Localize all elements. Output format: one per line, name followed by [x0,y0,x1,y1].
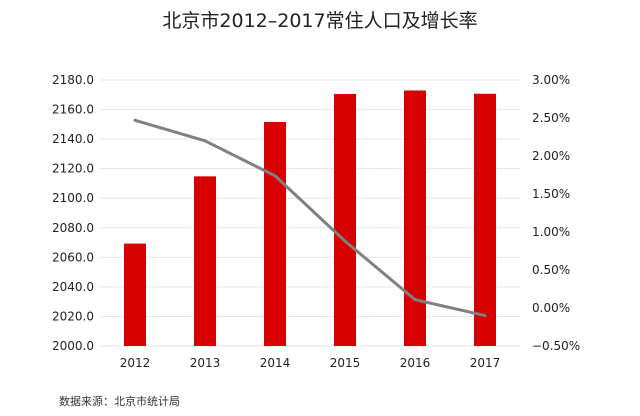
bar-series [124,90,496,347]
x-axis-tick-label: 2015 [330,356,361,370]
bar [264,121,286,346]
left-axis-tick-label: 2040.0 [52,280,94,294]
left-axis-tick-label: 2180.0 [52,73,94,87]
gridlines [100,79,520,347]
x-axis-tick-label: 2014 [260,356,291,370]
left-axis-tick-label: 2080.0 [52,221,94,235]
growth-rate-point [413,298,417,302]
bar [194,176,216,346]
left-axis-tick-label: 2000.0 [52,339,94,353]
growth-rate-point [203,139,207,143]
right-axis-tick-label: 2.50% [532,111,570,125]
left-axis-tick-labels: 2000.0 2020.0 2040.0 2060.0 2080.0 2100.0 2120… [52,73,94,353]
growth-rate-point [133,118,137,122]
right-axis-tick-label: 0.00% [532,301,570,315]
left-axis-tick-label: 2120.0 [52,162,94,176]
bar [404,90,426,347]
x-axis-tick-label: 2012 [120,356,151,370]
bar [334,94,356,347]
right-axis-tick-label: 1.50% [532,187,570,201]
chart-title: 北京市2012–2017常住人口及增长率 [162,10,478,32]
left-axis-tick-label: 2020.0 [52,309,94,323]
growth-rate-point [483,314,487,318]
left-axis-tick-label: 2060.0 [52,250,94,264]
left-axis-tick-label: 2160.0 [52,103,94,117]
growth-rate-point [343,239,347,243]
growth-rate-line [134,118,486,318]
right-axis-tick-labels: −0.50% 0.00% 0.50% 1.00% 1.50% 2.00% 2.50% 3.00… [532,73,580,353]
x-axis-tick-label: 2013 [190,356,221,370]
x-axis-tick-labels: 2012 2013 2014 2015 2016 2017 [120,356,501,370]
bar [474,93,496,346]
growth-rate-line-series [133,118,487,318]
bar [124,243,146,346]
right-axis-tick-label: 0.50% [532,263,570,277]
right-axis-tick-label: 1.00% [532,225,570,239]
left-axis-tick-label: 2140.0 [52,132,94,146]
source-note: 数据来源：北京市统计局 [59,395,180,408]
right-axis-tick-label: 2.00% [532,149,570,163]
growth-rate-point [273,174,277,178]
x-axis-tick-label: 2017 [470,356,501,370]
left-axis-tick-label: 2100.0 [52,191,94,205]
right-axis-tick-label: −0.50% [532,339,580,353]
right-axis-tick-label: 3.00% [532,73,570,87]
x-axis-tick-label: 2016 [400,356,431,370]
